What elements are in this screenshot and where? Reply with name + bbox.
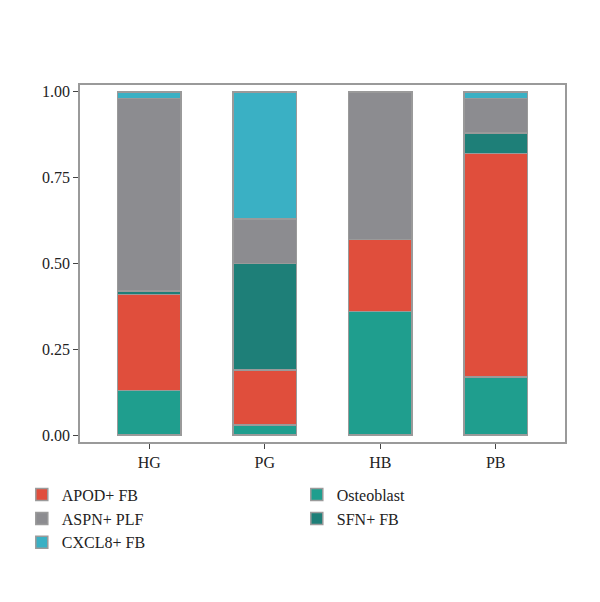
svg-text:HG: HG xyxy=(138,454,162,471)
svg-text:HB: HB xyxy=(369,454,391,471)
svg-text:CXCL8+ FB: CXCL8+ FB xyxy=(62,534,145,551)
svg-text:0.75: 0.75 xyxy=(42,169,70,186)
svg-text:SFN+ FB: SFN+ FB xyxy=(337,511,399,528)
svg-text:0.00: 0.00 xyxy=(42,427,70,444)
svg-text:0.50: 0.50 xyxy=(42,255,70,272)
svg-text:1.00: 1.00 xyxy=(42,83,70,100)
svg-text:ASPN+ PLF: ASPN+ PLF xyxy=(62,511,144,528)
svg-text:Osteoblast: Osteoblast xyxy=(337,487,405,504)
svg-text:PG: PG xyxy=(255,454,276,471)
svg-text:0.25: 0.25 xyxy=(42,341,70,358)
svg-text:APOD+ FB: APOD+ FB xyxy=(62,487,138,504)
svg-text:PB: PB xyxy=(486,454,506,471)
